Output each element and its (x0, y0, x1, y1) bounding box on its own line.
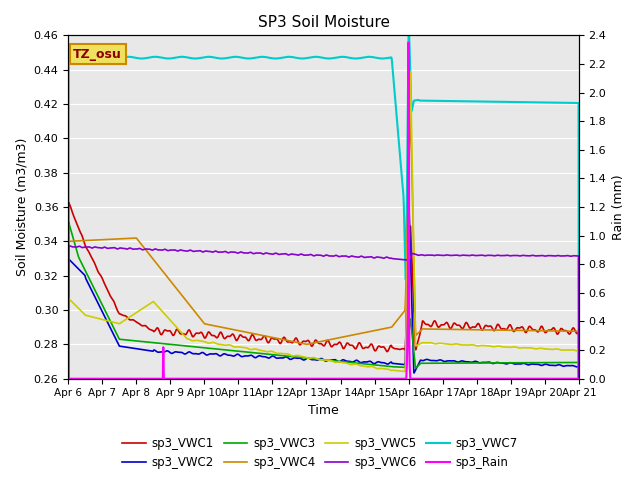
Line: sp3_VWC7: sp3_VWC7 (68, 27, 579, 442)
sp3_VWC2 (445, 358, 453, 364)
sp3_VWC6 (445, 252, 453, 258)
sp3_VWC1 (157, 332, 165, 337)
sp3_VWC7 (445, 98, 453, 104)
sp3_Rain (572, 376, 579, 382)
Line: sp3_VWC3: sp3_VWC3 (68, 222, 579, 480)
sp3_VWC3 (65, 219, 72, 225)
sp3_VWC3 (484, 360, 492, 366)
Line: sp3_Rain: sp3_Rain (68, 43, 579, 379)
sp3_VWC6 (371, 255, 378, 261)
sp3_VWC3 (260, 351, 268, 357)
sp3_Rain (404, 40, 412, 46)
sp3_Rain (159, 346, 167, 351)
sp3_Rain (404, 333, 412, 339)
sp3_VWC2 (371, 361, 378, 367)
sp3_Rain (159, 376, 166, 382)
sp3_VWC5 (406, 69, 414, 74)
sp3_VWC1 (371, 348, 378, 353)
sp3_VWC2 (259, 354, 267, 360)
sp3_VWC1 (397, 347, 404, 352)
sp3_Rain (575, 376, 582, 382)
sp3_Rain (159, 346, 167, 351)
sp3_Rain (159, 344, 167, 350)
sp3_VWC7 (64, 439, 72, 444)
sp3_Rain (406, 333, 413, 339)
sp3_Rain (404, 233, 412, 239)
sp3_VWC5 (157, 307, 164, 313)
Line: sp3_VWC4: sp3_VWC4 (68, 115, 579, 480)
sp3_VWC4 (371, 328, 378, 334)
sp3_VWC5 (396, 368, 404, 374)
sp3_Rain (405, 118, 413, 124)
Line: sp3_VWC2: sp3_VWC2 (68, 200, 579, 480)
sp3_VWC6 (157, 247, 165, 253)
sp3_VWC6 (484, 252, 492, 258)
Legend: sp3_VWC1, sp3_VWC2, sp3_VWC3, sp3_VWC4, sp3_VWC5, sp3_VWC6, sp3_VWC7, sp3_Rain: sp3_VWC1, sp3_VWC2, sp3_VWC3, sp3_VWC4, … (118, 433, 522, 474)
sp3_VWC2 (484, 359, 492, 365)
sp3_Rain (403, 361, 411, 367)
sp3_VWC5 (259, 348, 267, 354)
sp3_VWC2 (405, 197, 413, 203)
sp3_VWC4 (157, 266, 164, 272)
sp3_VWC1 (65, 200, 72, 205)
sp3_VWC3 (445, 360, 453, 366)
sp3_Rain (64, 376, 72, 382)
sp3_Rain (160, 376, 168, 382)
sp3_VWC5 (371, 365, 378, 371)
sp3_VWC1 (260, 334, 268, 339)
Y-axis label: Soil Moisture (m3/m3): Soil Moisture (m3/m3) (15, 138, 28, 276)
sp3_VWC2 (396, 361, 404, 367)
sp3_VWC6 (575, 467, 582, 472)
sp3_VWC7 (396, 155, 404, 161)
sp3_Rain (403, 347, 411, 353)
sp3_VWC7 (575, 371, 582, 377)
sp3_Rain (404, 40, 412, 46)
sp3_Rain (405, 233, 413, 239)
Line: sp3_VWC6: sp3_VWC6 (68, 246, 579, 480)
sp3_VWC4 (396, 313, 404, 319)
sp3_VWC3 (157, 341, 165, 347)
sp3_Rain (403, 369, 410, 374)
sp3_VWC4 (445, 326, 453, 332)
sp3_VWC4 (406, 112, 414, 118)
sp3_VWC6 (397, 256, 404, 262)
sp3_Rain (404, 304, 412, 310)
sp3_VWC2 (157, 349, 164, 355)
sp3_VWC7 (405, 24, 413, 30)
sp3_VWC7 (157, 55, 164, 60)
sp3_Rain (403, 376, 410, 382)
X-axis label: Time: Time (308, 404, 339, 417)
sp3_VWC5 (484, 343, 492, 348)
sp3_VWC7 (259, 54, 267, 60)
sp3_VWC7 (371, 55, 378, 60)
sp3_VWC4 (484, 327, 492, 333)
Line: sp3_VWC5: sp3_VWC5 (68, 72, 579, 480)
sp3_Rain (406, 361, 413, 367)
Title: SP3 Soil Moisture: SP3 Soil Moisture (257, 15, 390, 30)
sp3_Rain (161, 376, 168, 382)
sp3_VWC1 (484, 324, 492, 329)
Text: TZ_osu: TZ_osu (73, 48, 122, 60)
sp3_VWC5 (445, 341, 453, 347)
sp3_VWC7 (484, 99, 492, 105)
sp3_Rain (404, 118, 412, 124)
sp3_VWC6 (66, 243, 74, 249)
Line: sp3_VWC1: sp3_VWC1 (68, 203, 579, 480)
Y-axis label: Rain (mm): Rain (mm) (612, 174, 625, 240)
sp3_VWC3 (371, 362, 378, 368)
sp3_VWC3 (397, 364, 404, 370)
sp3_Rain (406, 376, 414, 382)
sp3_VWC6 (260, 251, 268, 257)
sp3_VWC1 (445, 324, 453, 330)
sp3_VWC4 (259, 333, 267, 338)
